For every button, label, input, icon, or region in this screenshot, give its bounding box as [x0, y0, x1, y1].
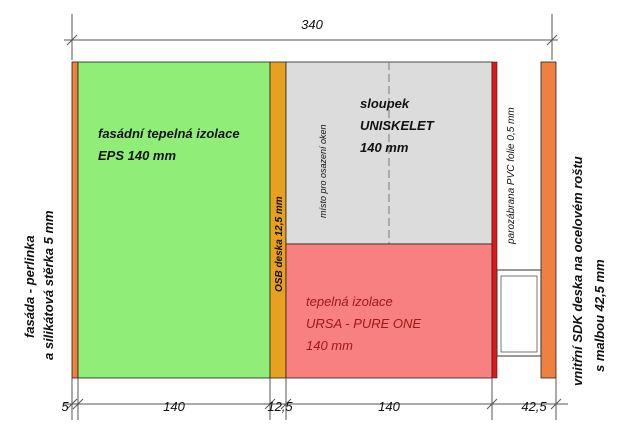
facade-dimension-label: 5	[61, 399, 69, 414]
ursa-insulation-layer	[285, 243, 493, 379]
total-dimension-label: 340	[301, 17, 323, 32]
stud-dimension-label: 140	[378, 399, 400, 414]
eps-label-line2: EPS 140 mm	[98, 148, 176, 163]
ursa-label-line3: 140 mm	[306, 338, 353, 353]
vapor-barrier-label: parozábrana PVC folie 0,5 mm	[506, 107, 517, 245]
vapor-barrier-layer	[491, 61, 498, 379]
opening-label: místo pro osazení oken	[318, 124, 328, 218]
sdk-board-layer	[540, 61, 557, 379]
sdk-label-line1: vnitřní SDK deska na ocelovém roštu	[570, 156, 585, 386]
osb-dimension-label: 12,5	[267, 399, 293, 414]
facade-layer	[71, 61, 79, 379]
steel-grid-bracket	[496, 269, 542, 357]
eps-dimension-label: 140	[163, 399, 185, 414]
osb-label: OSB deska 12,5 mm	[274, 196, 285, 292]
stud-label-line1: sloupek	[360, 96, 410, 111]
ursa-label-line1: tepelná izolace	[306, 294, 393, 309]
bottom-dimension	[64, 378, 568, 420]
stud-label-line3: 140 mm	[360, 140, 409, 155]
top-dimension: 340	[64, 14, 558, 60]
eps-insulation-layer	[77, 61, 271, 379]
facade-label-line1: fasáda - perlinka	[22, 235, 37, 338]
sdk-label-line2: s malbou 42,5 mm	[592, 259, 607, 372]
ursa-label-line2: URSA - PURE ONE	[306, 316, 421, 331]
stud-label-line2: UNISKELET	[360, 118, 435, 133]
eps-label-line1: fasádní tepelná izolace	[98, 126, 240, 141]
sdk-dimension-label: 42,5	[521, 399, 547, 414]
facade-label-line2: a silikátová stěrka 5 mm	[41, 210, 56, 360]
